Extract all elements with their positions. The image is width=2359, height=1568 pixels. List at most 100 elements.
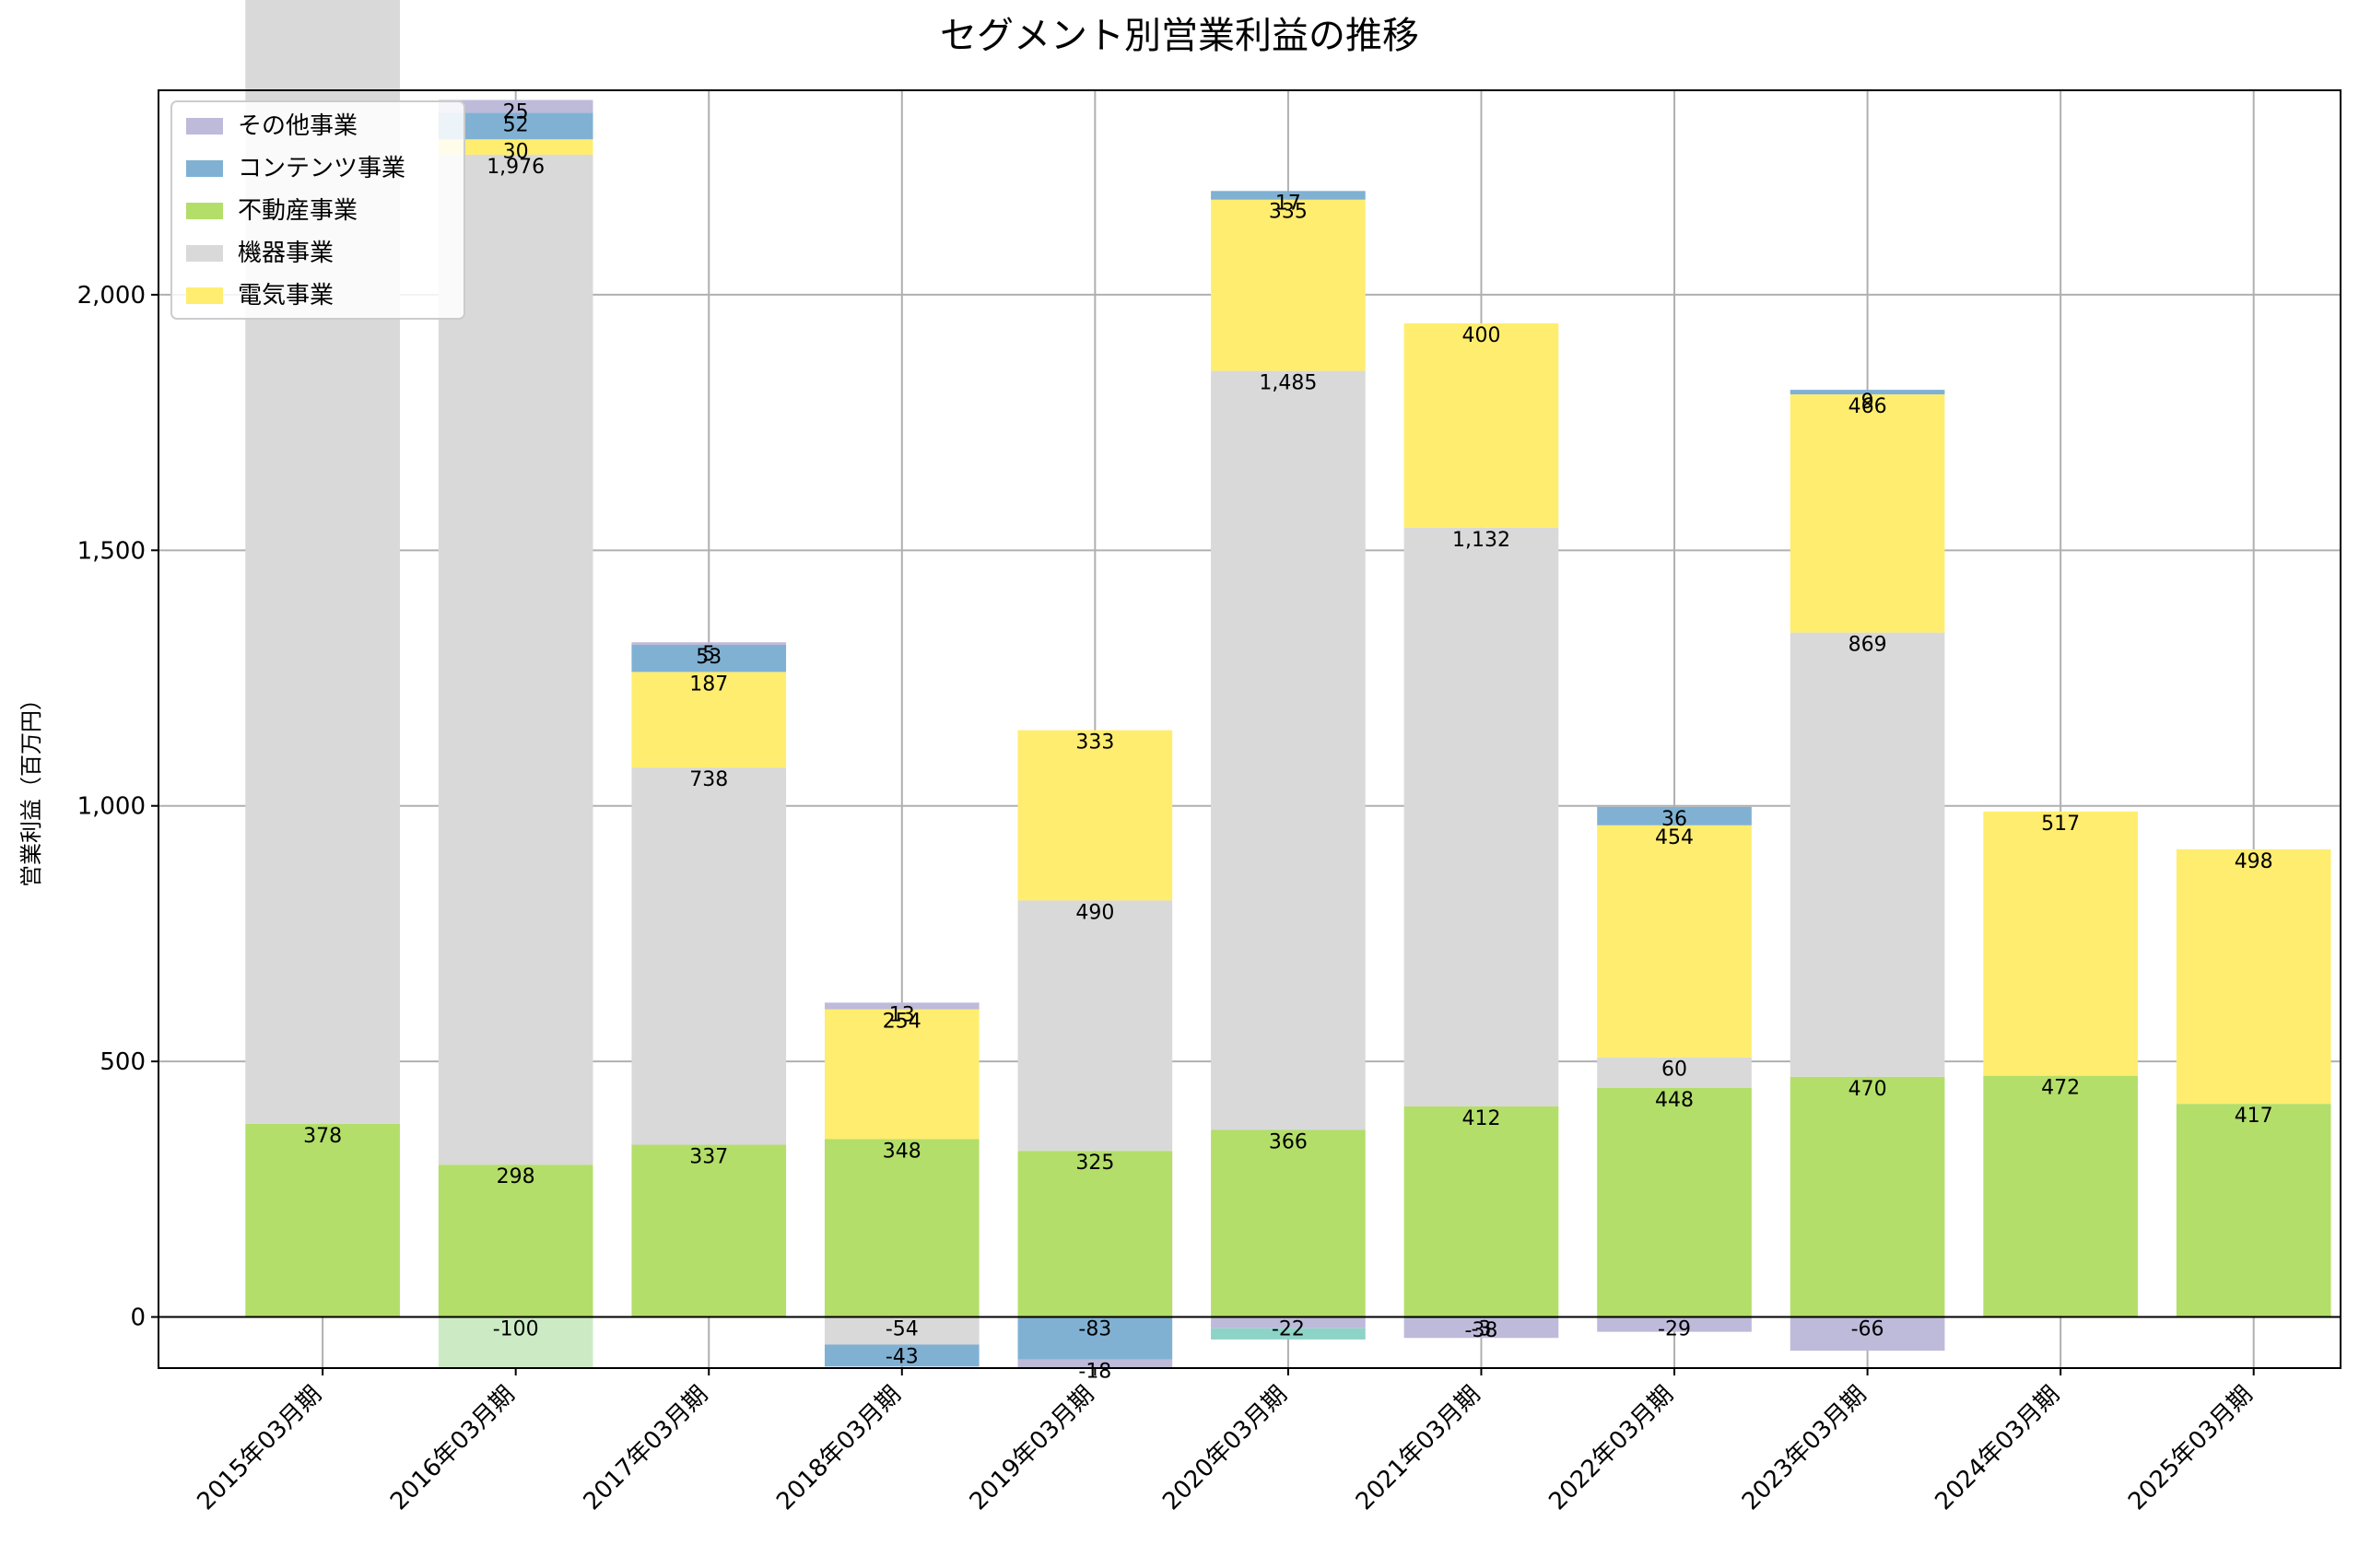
- bar-segment: [824, 1009, 980, 1140]
- data-label: -22: [1272, 1318, 1305, 1341]
- x-tick-label: 2019年03月期: [965, 1381, 1100, 1516]
- bar-segment: [1790, 390, 1945, 395]
- data-label: 298: [497, 1165, 535, 1188]
- data-label: 13: [889, 1003, 915, 1026]
- bar-segment: [438, 154, 593, 1165]
- bar-segment: [1597, 825, 1752, 1058]
- data-label-layer: 378 298 337 348 325 366 412 448 470 472 417 1,976 73…: [303, 101, 2273, 1384]
- bar-segment: [1211, 191, 1366, 200]
- bar-segment: [1211, 1129, 1366, 1317]
- data-label: -83: [1078, 1318, 1111, 1341]
- data-label: 417: [2235, 1105, 2273, 1128]
- bar-segment: [1597, 806, 1752, 825]
- data-label: 498: [2235, 850, 2273, 873]
- data-label: -43: [886, 1345, 919, 1368]
- y-tick-label: 2,000: [77, 282, 146, 310]
- bar-layer: [245, 0, 2331, 1369]
- data-label: -66: [1851, 1318, 1884, 1341]
- bar-segment: [1211, 1328, 1366, 1340]
- data-label: -3: [1472, 1318, 1492, 1341]
- data-label: 378: [303, 1125, 342, 1148]
- bar-segment: [1017, 1151, 1173, 1317]
- x-tick-label: 2017年03月期: [579, 1381, 714, 1516]
- x-tick-label: 2020年03月期: [1157, 1381, 1293, 1516]
- bar-segment: [438, 1316, 593, 1368]
- bar-segment: [438, 139, 593, 155]
- x-tick-label: 2024年03月期: [1931, 1381, 2066, 1516]
- bar-segment: [2176, 1104, 2331, 1317]
- data-label: 60: [1661, 1059, 1687, 1082]
- bar-segment: [438, 1164, 593, 1317]
- legend-box: [170, 100, 465, 320]
- data-label: 25: [503, 101, 529, 124]
- bar-segment: [1790, 632, 1945, 1077]
- data-label: 448: [1655, 1089, 1694, 1112]
- y-tick-label: 500: [100, 1048, 146, 1076]
- legend-swatch: [186, 245, 223, 262]
- data-label: 738: [689, 768, 728, 791]
- data-label: 337: [689, 1146, 728, 1169]
- data-label: 333: [1075, 731, 1114, 755]
- legend-label: その他事業: [238, 112, 358, 140]
- legend-label: コンテンツ事業: [238, 155, 405, 182]
- bar-segment: [1017, 1359, 1173, 1369]
- data-label: 412: [1461, 1107, 1500, 1130]
- bar-segment: [1790, 1316, 1945, 1352]
- data-label: 1,485: [1259, 372, 1317, 395]
- data-label: 36: [1661, 808, 1687, 831]
- bar-segment: [1403, 527, 1559, 1106]
- bar-segment: [1403, 1106, 1559, 1317]
- bar-segment: [631, 642, 787, 645]
- data-label: 472: [2041, 1077, 2080, 1100]
- data-label: 869: [1848, 634, 1887, 657]
- x-tick-label: 2021年03月期: [1351, 1381, 1486, 1516]
- x-tick-label: 2015年03月期: [193, 1381, 328, 1516]
- y-tick-label: 1,000: [77, 793, 146, 821]
- bar-segment: [245, 1123, 400, 1317]
- data-label: -29: [1658, 1318, 1691, 1341]
- data-label: 517: [2041, 813, 2080, 836]
- legend-label: 不動産事業: [238, 197, 358, 225]
- data-label: 466: [1848, 395, 1887, 418]
- plot-frame: [158, 89, 2341, 1369]
- bar-segment: [1790, 1076, 1945, 1317]
- bar-segment: [438, 99, 593, 113]
- data-label: 53: [696, 646, 722, 669]
- legend-swatch: [186, 203, 223, 219]
- data-label: 366: [1269, 1130, 1308, 1153]
- bar-segment: [1597, 1057, 1752, 1088]
- bar-segment: [1017, 1316, 1173, 1360]
- bar-segment: [1211, 199, 1366, 371]
- bar-segment: [1403, 322, 1559, 528]
- y-tick-label: 1,500: [77, 537, 146, 565]
- legend-swatch: [186, 287, 223, 304]
- bar-segment: [1017, 730, 1173, 901]
- bar-segment: [1211, 1316, 1366, 1328]
- data-label: 348: [883, 1140, 921, 1163]
- data-label: 17: [1275, 192, 1301, 215]
- data-label: 187: [689, 673, 728, 696]
- data-label: 335: [1269, 201, 1308, 224]
- data-label: 1,132: [1452, 529, 1510, 552]
- data-label: -38: [1465, 1319, 1498, 1342]
- data-label: 400: [1461, 324, 1500, 347]
- legend-label: 機器事業: [238, 240, 334, 267]
- data-label: 30: [503, 140, 529, 163]
- data-label: 470: [1848, 1078, 1887, 1101]
- data-label: 325: [1075, 1152, 1114, 1175]
- bar-segment: [824, 1316, 980, 1345]
- data-label: 5: [702, 643, 715, 666]
- data-label: 1,976: [487, 156, 545, 179]
- bar-segment: [1983, 811, 2138, 1076]
- bar-segment: [824, 1002, 980, 1010]
- bar-segment: [631, 1144, 787, 1317]
- bar-segment: [2176, 848, 2331, 1105]
- bar-segment: [1597, 1316, 1752, 1332]
- legend-label: 電気事業: [238, 282, 334, 310]
- x-tick-label: 2016年03月期: [385, 1381, 521, 1516]
- legend-swatch: [186, 160, 223, 177]
- data-label: 52: [503, 113, 529, 136]
